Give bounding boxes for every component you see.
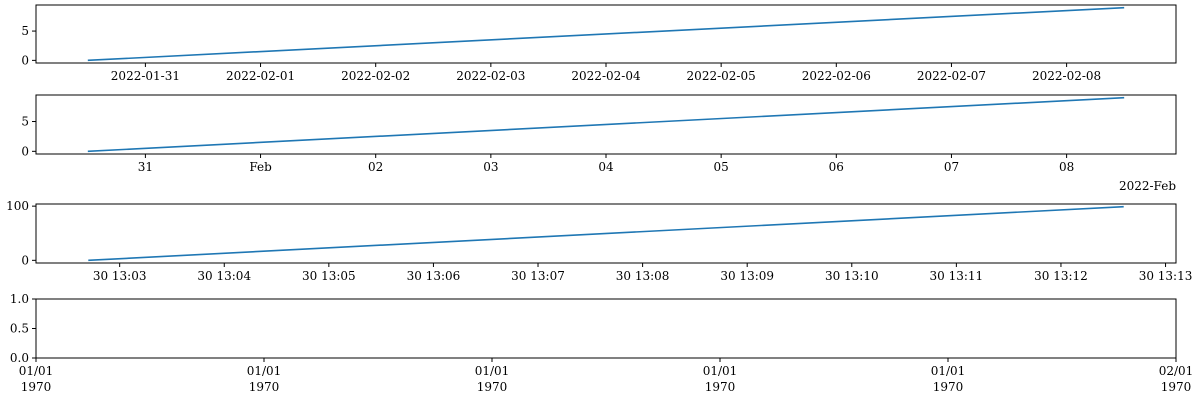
x-tick-label: 2022-01-31	[111, 69, 180, 83]
x-tick-label: 30 13:03	[93, 269, 147, 283]
x-tick-label: 30 13:11	[930, 269, 984, 283]
x-tick-label: 01/01 1970	[931, 364, 966, 394]
axes-frame	[35, 203, 1177, 264]
x-tick-label: 30 13:05	[302, 269, 356, 283]
x-tick-label: 07	[944, 160, 959, 174]
x-tick-label-line: 31	[138, 160, 153, 174]
x-tick-label-line: 1970	[477, 380, 508, 394]
subplot-3: 30 13:03 30 13:04 30 13:05 30 13:06 30 13:07…	[6, 199, 1192, 283]
x-tick-label: 2022-02-04	[571, 69, 641, 83]
y-tick-label: 0.5	[10, 322, 29, 336]
x-tick-label: 08	[1059, 160, 1074, 174]
x-tick-label-line: 30 13:10	[825, 269, 879, 283]
x-tick-label: 2022-02-06	[802, 69, 871, 83]
x-tick-label-line: 30 13:06	[407, 269, 461, 283]
x-tick-label-line: 2022-02-04	[571, 69, 641, 83]
x-tick-label-line: 01/01	[19, 364, 54, 378]
x-tick-label: 30 13:10	[825, 269, 879, 283]
x-tick-label-line: 30 13:04	[197, 269, 251, 283]
x-tick-label: 30 13:13	[1139, 269, 1193, 283]
x-tick-label: 02/01 1970	[1159, 364, 1194, 394]
y-tick-label: 5	[21, 115, 29, 129]
x-tick-label-line: 30 13:12	[1034, 269, 1088, 283]
x-tick-label: 2022-02-08	[1032, 69, 1101, 83]
x-tick-label-line: 02	[368, 160, 383, 174]
x-tick-label-line: 01/01	[931, 364, 966, 378]
x-tick-label: 2022-02-05	[687, 69, 756, 83]
x-tick-label-line: 30 13:08	[616, 269, 670, 283]
x-tick-label-line: 2022-02-03	[456, 69, 525, 83]
x-tick-label: 2022-02-02	[341, 69, 410, 83]
x-tick-label-line: 30 13:13	[1139, 269, 1193, 283]
x-tick-label: 30 13:09	[720, 269, 774, 283]
x-tick-label: 01/01 1970	[247, 364, 282, 394]
x-tick-label-line: 30 13:11	[930, 269, 984, 283]
x-tick-label-line: 01/01	[247, 364, 282, 378]
x-offset-label: 2022-Feb	[1119, 179, 1176, 193]
x-tick-label: 2022-02-01	[226, 69, 295, 83]
axes-frame	[35, 298, 1177, 359]
x-tick-label: 30 13:08	[616, 269, 670, 283]
x-tick-label-line: Feb	[249, 160, 272, 174]
x-tick-label: 01/01 1970	[19, 364, 54, 394]
x-tick-label: 04	[598, 160, 614, 174]
x-tick-label-line: 2022-02-02	[341, 69, 410, 83]
x-tick-label: 2022-02-03	[456, 69, 525, 83]
x-tick-label: 2022-02-07	[917, 69, 986, 83]
x-tick-label: 02	[368, 160, 383, 174]
axes-frame	[35, 94, 1177, 155]
x-tick-label-line: 2022-02-07	[917, 69, 986, 83]
series-line-3	[88, 205, 1124, 262]
x-tick-label-line: 2022-01-31	[111, 69, 180, 83]
y-tick-label: 0	[21, 253, 29, 267]
x-tick-label-line: 2022-02-01	[226, 69, 295, 83]
y-tick-label: 100	[6, 199, 29, 213]
x-tick-label: 30 13:06	[407, 269, 461, 283]
series-line-1	[87, 6, 1125, 62]
x-tick-label-line: 1970	[705, 380, 736, 394]
x-tick-label-line: 30 13:05	[302, 269, 356, 283]
x-tick-label-line: 1970	[249, 380, 280, 394]
y-tick-label: 0.0	[10, 351, 29, 365]
x-tick-label-line: 08	[1059, 160, 1074, 174]
x-tick-label-line: 06	[829, 160, 844, 174]
x-tick-label-line: 04	[598, 160, 614, 174]
x-tick-label-line: 2022-02-06	[802, 69, 871, 83]
x-tick-label-line: 2022-02-08	[1032, 69, 1101, 83]
x-tick-label-line: 01/01	[703, 364, 738, 378]
x-tick-label-line: 1970	[933, 380, 964, 394]
x-tick-label: 05	[714, 160, 729, 174]
x-tick-label: 30 13:04	[197, 269, 251, 283]
x-tick-label: 01/01 1970	[703, 364, 738, 394]
x-tick-label: 03	[483, 160, 498, 174]
y-tick-label: 1.0	[10, 292, 29, 306]
series-line-2	[87, 96, 1125, 153]
x-tick-label: 30 13:12	[1034, 269, 1088, 283]
x-tick-label: 01/01 1970	[475, 364, 510, 394]
x-tick-label: 31	[138, 160, 153, 174]
x-tick-label: Feb	[249, 160, 272, 174]
x-tick-label-line: 02/01	[1159, 364, 1194, 378]
y-tick-label: 0	[21, 53, 29, 67]
x-tick-label-line: 30 13:03	[93, 269, 147, 283]
x-tick-label-line: 01/01	[475, 364, 510, 378]
y-tick-label: 5	[21, 24, 29, 38]
x-tick-label-line: 07	[944, 160, 959, 174]
x-tick-label-line: 05	[714, 160, 729, 174]
x-tick-label: 06	[829, 160, 844, 174]
y-tick-label: 0	[21, 144, 29, 158]
subplot-1: 2022-01-31 2022-02-01 2022-02-02 2022-02-03…	[21, 4, 1177, 83]
x-tick-label: 30 13:07	[511, 269, 565, 283]
x-tick-label-line: 30 13:09	[720, 269, 774, 283]
x-tick-label-line: 30 13:07	[511, 269, 565, 283]
x-tick-label-line: 03	[483, 160, 498, 174]
axes-frame	[35, 4, 1177, 64]
x-tick-label-line: 2022-02-05	[687, 69, 756, 83]
x-tick-label-line: 1970	[1161, 380, 1192, 394]
x-tick-label-line: 1970	[21, 380, 52, 394]
